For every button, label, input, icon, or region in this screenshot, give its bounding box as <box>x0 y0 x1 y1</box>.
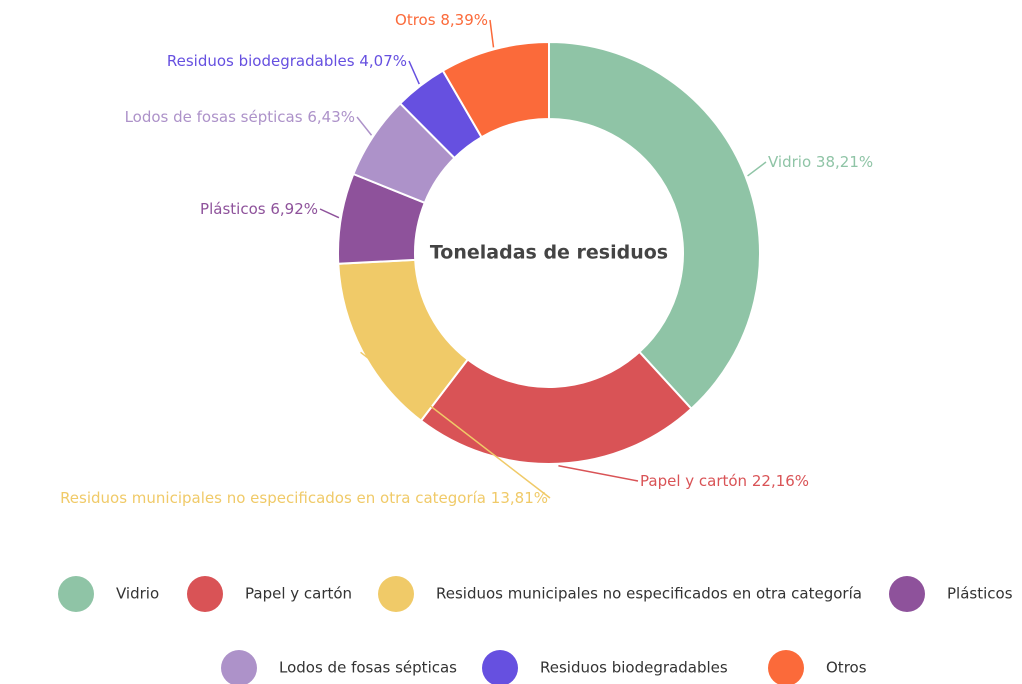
legend-swatch <box>58 576 94 612</box>
label-name: Plásticos <box>200 200 266 218</box>
data-label: Papel y cartón 22,16% <box>640 472 809 490</box>
label-value: 8,39% <box>440 11 488 29</box>
legend-swatch <box>889 576 925 612</box>
label-name: Lodos de fosas sépticas <box>125 108 303 126</box>
leader-line <box>319 208 340 219</box>
legend-swatch <box>768 650 804 684</box>
legend-swatch <box>221 650 257 684</box>
label-value: 22,16% <box>752 472 809 490</box>
slice <box>419 350 693 465</box>
label-name: Residuos biodegradables <box>167 52 355 70</box>
leader-line <box>408 60 420 85</box>
leader-line <box>360 351 551 499</box>
data-label: Vidrio 38,21% <box>768 153 873 171</box>
legend-label: Residuos municipales no especificados en… <box>436 585 862 603</box>
legend-label: Vidrio <box>116 585 159 603</box>
data-label: Lodos de fosas sépticas 6,43% <box>125 108 355 126</box>
leader-line <box>489 19 495 48</box>
label-name: Otros <box>395 11 436 29</box>
slice <box>548 40 761 411</box>
legend-swatch <box>378 576 414 612</box>
label-value: 4,07% <box>359 52 407 70</box>
legend-label: Plásticos <box>947 585 1013 603</box>
label-value: 13,81% <box>491 489 548 507</box>
legend-label: Lodos de fosas sépticas <box>279 659 457 677</box>
label-name: Residuos municipales no especificados en… <box>60 489 486 507</box>
slice <box>441 40 550 139</box>
label-value: 6,92% <box>270 200 318 218</box>
leader-line <box>356 116 373 136</box>
label-value: 38,21% <box>816 153 873 171</box>
data-label: Residuos biodegradables 4,07% <box>167 52 407 70</box>
legend-label: Papel y cartón <box>245 585 352 603</box>
legend-label: Residuos biodegradables <box>540 659 728 677</box>
legend-swatch <box>482 650 518 684</box>
label-name: Papel y cartón <box>640 472 747 490</box>
label-value: 6,43% <box>307 108 355 126</box>
label-name: Vidrio <box>768 153 811 171</box>
leader-line <box>747 161 767 177</box>
data-label: Plásticos 6,92% <box>200 200 318 218</box>
legend-label: Otros <box>826 659 867 677</box>
data-label: Otros 8,39% <box>395 11 488 29</box>
legend-swatch <box>187 576 223 612</box>
data-label: Residuos municipales no especificados en… <box>60 489 548 507</box>
leader-line <box>558 465 639 482</box>
chart-title: Toneladas de residuos <box>430 242 668 264</box>
